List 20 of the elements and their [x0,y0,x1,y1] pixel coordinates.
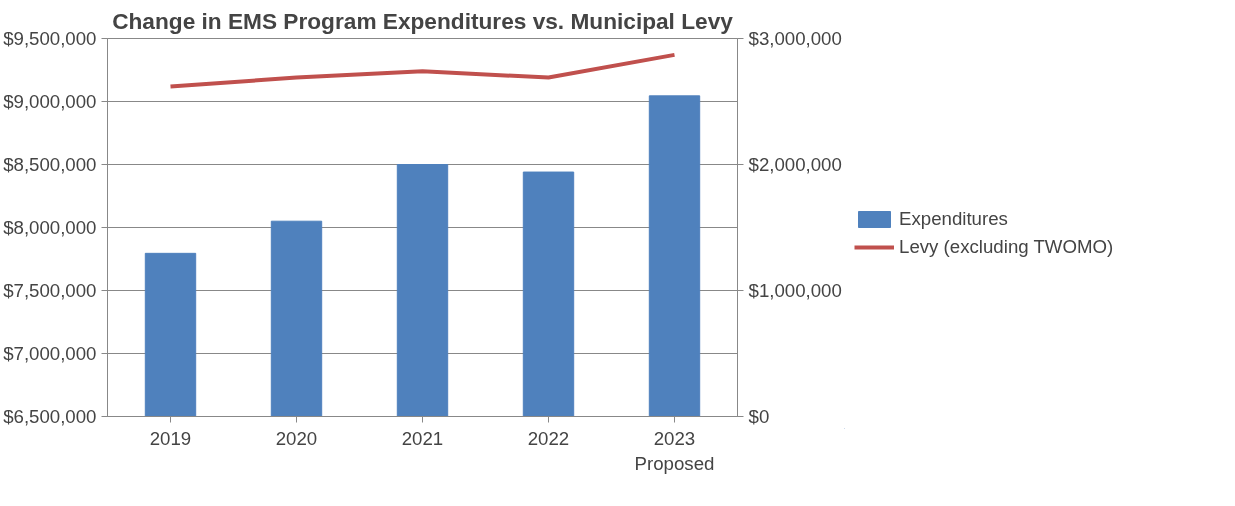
y-tick-label: $8,500,000 [3,154,97,175]
x-tick-label: 2021 [401,427,444,449]
legend-label: Levy (excluding TWOMO) [899,236,1114,258]
y2-tick-label: $2,000,000 [748,154,842,175]
y-tick-label: $9,500,000 [3,28,97,49]
y-tick-label: $7,500,000 [3,280,97,301]
y-tick-label: $9,000,000 [3,91,97,112]
y2-tick-label: $0 [748,406,770,427]
x-tick-label: 2019 [149,427,192,449]
y-tick-label: $8,000,000 [3,217,97,238]
x-tick-label: 2020 [275,427,318,449]
y-tick-label: $6,500,000 [3,406,97,427]
x-tick-label: 2022 [527,427,570,449]
y-tick-label: $7,000,000 [3,343,97,364]
chart-title: Change in EMS Program Expenditures vs. Municipal Levy [112,7,734,34]
line-series [168,52,677,89]
x-tick-label: 2023 Proposed [634,427,715,474]
y2-tick-label: $1,000,000 [748,280,842,301]
legend-label: Expenditures [899,208,1008,230]
y2-tick-label: $3,000,000 [748,28,842,49]
